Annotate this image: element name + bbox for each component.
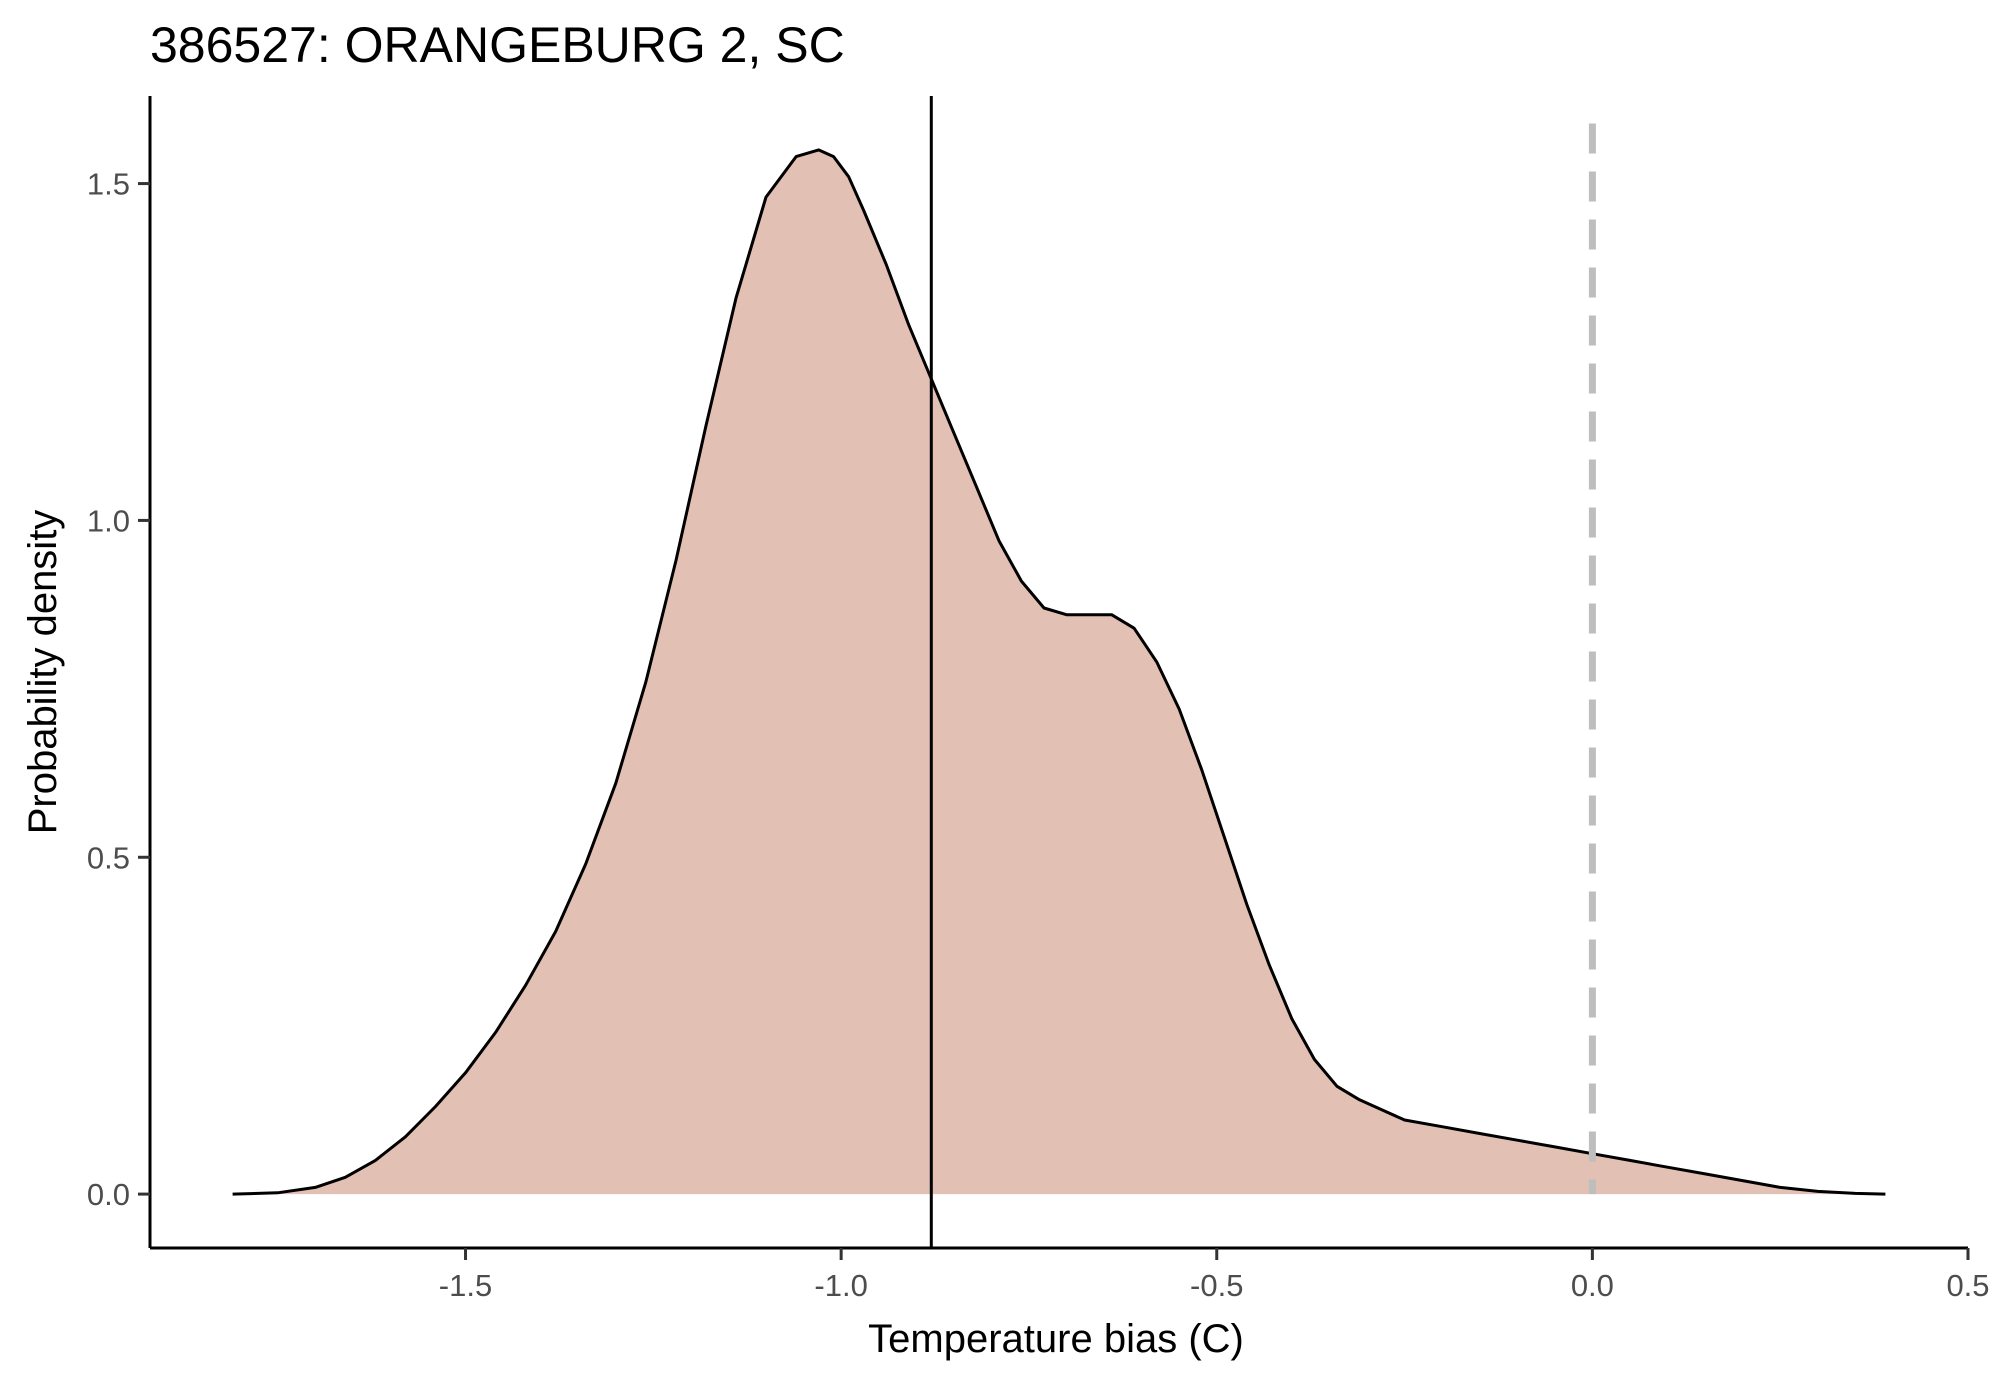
x-tick-label: 0.5 [1946, 1268, 1989, 1303]
density-line [232, 148, 1886, 1196]
x-tick-label: -1.0 [814, 1268, 867, 1303]
plot-area [232, 96, 1886, 1248]
x-tick-label: -0.5 [1190, 1268, 1243, 1303]
y-tick-label: 0.0 [87, 1177, 130, 1212]
y-tick-label: 0.5 [87, 840, 130, 875]
axes: -1.5 -1.0 -0.5 0.0 0.5 0.0 0.5 1.0 1.5 [87, 96, 1990, 1303]
chart-title: 386527: ORANGEBURG 2, SC [150, 17, 845, 73]
x-tick-label: 0.0 [1571, 1268, 1614, 1303]
density-fill [232, 149, 1886, 1195]
y-tick-label: 1.0 [87, 503, 130, 538]
y-tick-label: 1.5 [87, 167, 130, 202]
y-axis-title: Probability density [21, 510, 65, 835]
x-tick-label: -1.5 [439, 1268, 492, 1303]
x-axis-title: Temperature bias (C) [868, 1317, 1244, 1361]
